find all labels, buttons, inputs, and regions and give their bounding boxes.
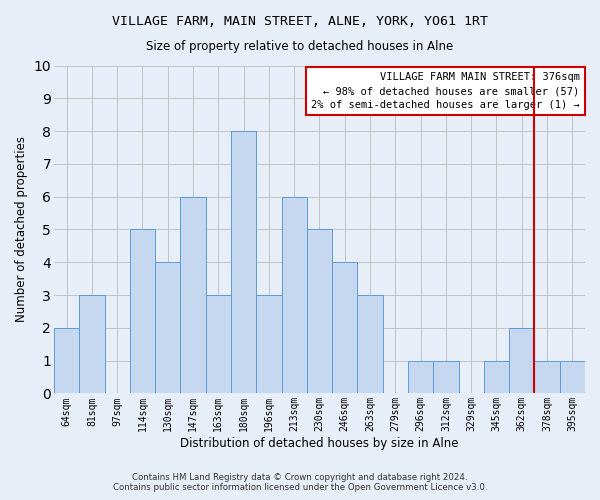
Bar bbox=[79, 295, 104, 394]
Text: Size of property relative to detached houses in Alne: Size of property relative to detached ho… bbox=[146, 40, 454, 53]
Bar bbox=[484, 360, 509, 394]
Bar bbox=[535, 360, 560, 394]
Bar bbox=[206, 295, 231, 394]
Bar bbox=[256, 295, 281, 394]
Bar bbox=[358, 295, 383, 394]
Bar bbox=[307, 230, 332, 394]
Bar bbox=[509, 328, 535, 394]
Bar bbox=[130, 230, 155, 394]
Bar bbox=[54, 328, 79, 394]
Bar bbox=[332, 262, 358, 394]
Bar bbox=[560, 360, 585, 394]
Bar bbox=[231, 131, 256, 394]
Bar bbox=[433, 360, 458, 394]
Text: Contains HM Land Registry data © Crown copyright and database right 2024.
Contai: Contains HM Land Registry data © Crown c… bbox=[113, 473, 487, 492]
Bar bbox=[408, 360, 433, 394]
Text: VILLAGE FARM, MAIN STREET, ALNE, YORK, YO61 1RT: VILLAGE FARM, MAIN STREET, ALNE, YORK, Y… bbox=[112, 15, 488, 28]
Text: VILLAGE FARM MAIN STREET: 376sqm
← 98% of detached houses are smaller (57)
2% of: VILLAGE FARM MAIN STREET: 376sqm ← 98% o… bbox=[311, 72, 580, 110]
Bar bbox=[281, 196, 307, 394]
Bar bbox=[155, 262, 181, 394]
Bar bbox=[181, 196, 206, 394]
X-axis label: Distribution of detached houses by size in Alne: Distribution of detached houses by size … bbox=[180, 437, 459, 450]
Y-axis label: Number of detached properties: Number of detached properties bbox=[15, 136, 28, 322]
